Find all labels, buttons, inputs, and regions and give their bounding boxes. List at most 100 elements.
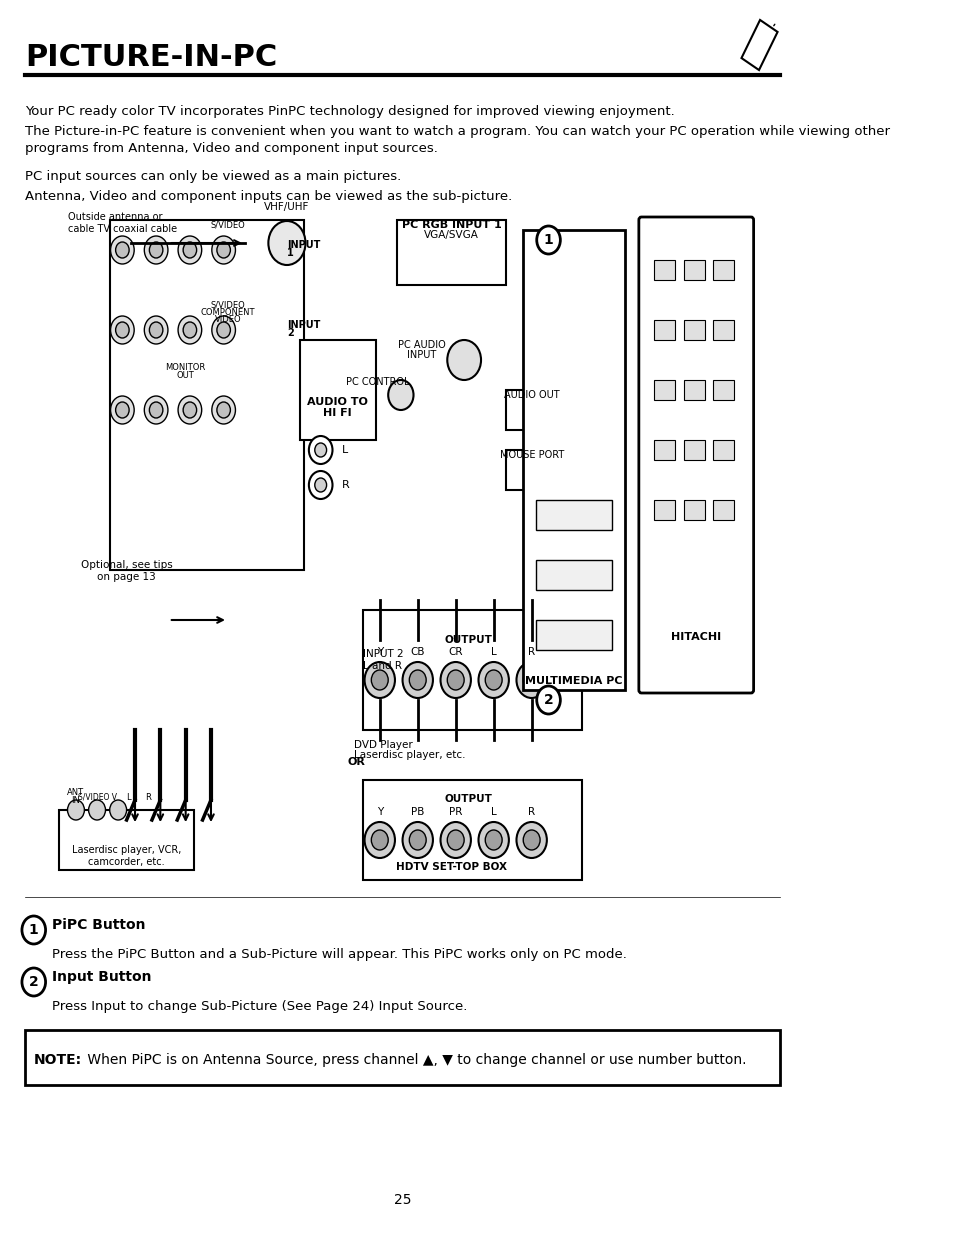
Text: 1: 1 bbox=[543, 233, 553, 247]
Text: 📱: 📱 bbox=[760, 28, 774, 48]
Text: 1: 1 bbox=[287, 248, 294, 258]
Text: OUT: OUT bbox=[176, 370, 194, 380]
Text: VGA/SVGA: VGA/SVGA bbox=[424, 230, 478, 240]
Bar bbox=[683, 440, 704, 459]
Circle shape bbox=[309, 471, 333, 499]
Circle shape bbox=[447, 830, 464, 850]
Circle shape bbox=[364, 662, 395, 698]
Circle shape bbox=[447, 340, 480, 380]
Text: PICTURE-IN-PC: PICTURE-IN-PC bbox=[26, 43, 277, 73]
Text: L: L bbox=[490, 806, 497, 818]
Circle shape bbox=[150, 403, 163, 417]
Text: Outside antenna or
cable TV coaxial cable: Outside antenna or cable TV coaxial cabl… bbox=[68, 212, 176, 233]
Bar bbox=[59, 810, 193, 869]
Text: COMPONENT: COMPONENT bbox=[200, 308, 254, 317]
Circle shape bbox=[22, 968, 46, 995]
Text: PC input sources can only be viewed as a main pictures.: PC input sources can only be viewed as a… bbox=[26, 170, 401, 183]
Text: MONITOR: MONITOR bbox=[166, 363, 206, 372]
Bar bbox=[654, 261, 675, 280]
Text: L: L bbox=[126, 793, 131, 802]
Text: INPUT: INPUT bbox=[287, 320, 320, 330]
Circle shape bbox=[478, 662, 508, 698]
Text: Input Button: Input Button bbox=[52, 969, 152, 984]
Bar bbox=[712, 440, 734, 459]
FancyBboxPatch shape bbox=[506, 390, 557, 430]
Circle shape bbox=[537, 226, 559, 254]
Text: IN: IN bbox=[71, 797, 80, 805]
Circle shape bbox=[314, 443, 326, 457]
FancyBboxPatch shape bbox=[26, 1030, 779, 1086]
Circle shape bbox=[212, 316, 235, 345]
Circle shape bbox=[516, 823, 546, 858]
Bar bbox=[683, 261, 704, 280]
Circle shape bbox=[212, 396, 235, 424]
Text: AUDIO TO: AUDIO TO bbox=[307, 396, 368, 408]
FancyBboxPatch shape bbox=[396, 220, 506, 285]
Text: R: R bbox=[528, 806, 535, 818]
Circle shape bbox=[216, 322, 230, 338]
Circle shape bbox=[522, 671, 539, 690]
Text: Antenna, Video and component inputs can be viewed as the sub-picture.: Antenna, Video and component inputs can … bbox=[26, 190, 512, 203]
Text: Y: Y bbox=[376, 647, 382, 657]
Text: L: L bbox=[341, 445, 348, 454]
Text: HITACHI: HITACHI bbox=[671, 632, 720, 642]
Circle shape bbox=[183, 242, 196, 258]
Circle shape bbox=[150, 242, 163, 258]
Circle shape bbox=[89, 800, 106, 820]
Circle shape bbox=[115, 242, 129, 258]
Bar bbox=[712, 320, 734, 340]
Text: L: L bbox=[490, 647, 497, 657]
Text: PB: PB bbox=[411, 806, 424, 818]
Circle shape bbox=[440, 662, 471, 698]
Text: Laserdisc player, VCR,: Laserdisc player, VCR, bbox=[71, 845, 181, 855]
Text: VIDEO: VIDEO bbox=[214, 315, 241, 324]
Circle shape bbox=[111, 316, 134, 345]
Circle shape bbox=[144, 396, 168, 424]
Circle shape bbox=[522, 830, 539, 850]
Circle shape bbox=[68, 800, 84, 820]
Circle shape bbox=[178, 316, 201, 345]
Circle shape bbox=[440, 823, 471, 858]
Text: PC RGB INPUT 1: PC RGB INPUT 1 bbox=[401, 220, 501, 230]
Text: R: R bbox=[528, 647, 535, 657]
Text: DVD Player: DVD Player bbox=[355, 740, 413, 750]
Text: Y: Y bbox=[376, 806, 382, 818]
Bar bbox=[712, 380, 734, 400]
Bar bbox=[740, 20, 777, 70]
Circle shape bbox=[388, 380, 413, 410]
Circle shape bbox=[478, 823, 508, 858]
Circle shape bbox=[314, 478, 326, 492]
Text: VHF/UHF: VHF/UHF bbox=[264, 203, 310, 212]
Text: CB: CB bbox=[410, 647, 424, 657]
Text: INPUT: INPUT bbox=[287, 240, 320, 249]
Text: 2: 2 bbox=[287, 329, 294, 338]
Text: S/VIDEO: S/VIDEO bbox=[211, 221, 245, 230]
Circle shape bbox=[537, 685, 559, 714]
Bar bbox=[536, 620, 611, 650]
Circle shape bbox=[212, 236, 235, 264]
Text: HI FI: HI FI bbox=[323, 408, 352, 417]
Bar bbox=[683, 380, 704, 400]
Circle shape bbox=[268, 221, 305, 266]
Text: ANT: ANT bbox=[68, 788, 85, 797]
Text: 1: 1 bbox=[29, 923, 38, 937]
Text: Laserdisc player, etc.: Laserdisc player, etc. bbox=[355, 750, 465, 760]
Text: INPUT: INPUT bbox=[407, 350, 436, 359]
Text: Optional, see tips
on page 13: Optional, see tips on page 13 bbox=[81, 561, 172, 582]
Text: MOUSE PORT: MOUSE PORT bbox=[499, 450, 563, 459]
FancyBboxPatch shape bbox=[362, 610, 581, 730]
Text: PC CONTROL: PC CONTROL bbox=[346, 377, 410, 387]
Bar bbox=[712, 500, 734, 520]
Text: Press the PiPC Button and a Sub-Picture will appear. This PiPC works only on PC : Press the PiPC Button and a Sub-Picture … bbox=[52, 948, 626, 961]
FancyBboxPatch shape bbox=[506, 450, 557, 490]
FancyBboxPatch shape bbox=[110, 220, 303, 571]
Circle shape bbox=[183, 322, 196, 338]
Circle shape bbox=[371, 671, 388, 690]
Text: OUTPUT: OUTPUT bbox=[444, 635, 492, 645]
Text: 2: 2 bbox=[543, 693, 553, 706]
Circle shape bbox=[516, 662, 546, 698]
Text: S/VIDEO V: S/VIDEO V bbox=[77, 793, 116, 802]
Text: Press Input to change Sub-Picture (See Page 24) Input Source.: Press Input to change Sub-Picture (See P… bbox=[52, 1000, 467, 1013]
Circle shape bbox=[402, 662, 433, 698]
Circle shape bbox=[364, 823, 395, 858]
